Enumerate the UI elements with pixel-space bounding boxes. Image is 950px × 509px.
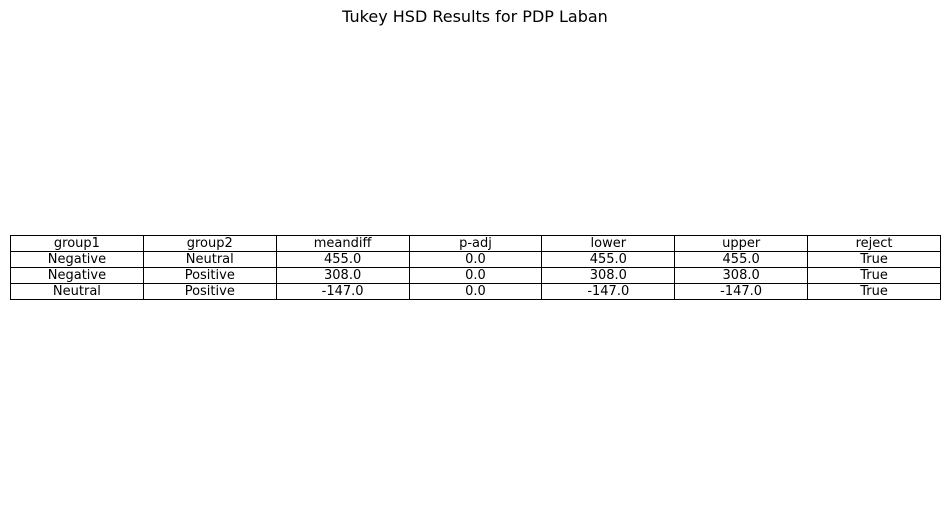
table-cell: Neutral — [10, 283, 144, 300]
header-row: group1 group2 meandiff p-adj lower upper rejec… — [10, 235, 941, 252]
table-cell: 455.0 — [275, 251, 410, 268]
column-header-meandiff: meandiff — [275, 235, 410, 252]
results-table: group1 group2 meandiff p-adj lower upper rejec… — [10, 235, 941, 300]
table-cell: True — [807, 251, 941, 268]
table-cell: Positive — [142, 283, 277, 300]
column-header-reject: reject — [807, 235, 941, 252]
table-cell: Neutral — [142, 251, 277, 268]
table-cell: 308.0 — [674, 267, 809, 284]
table-cell: 308.0 — [541, 267, 676, 284]
table-body: group1 group2 meandiff p-adj lower upper rejec… — [10, 235, 941, 300]
table-cell: -147.0 — [275, 283, 410, 300]
column-header-lower: lower — [541, 235, 676, 252]
table-cell: -147.0 — [674, 283, 809, 300]
table-cell: 0.0 — [408, 267, 543, 284]
table-cell: Positive — [142, 267, 277, 284]
table-cell: 455.0 — [674, 251, 809, 268]
table-row: Neutral Positive -147.0 0.0 -147.0 -147.0 True — [10, 283, 941, 300]
column-header-p-adj: p-adj — [408, 235, 543, 252]
column-header-upper: upper — [674, 235, 809, 252]
column-header-group1: group1 — [10, 235, 144, 252]
table-cell: True — [807, 267, 941, 284]
table-cell: 308.0 — [275, 267, 410, 284]
table-row: Negative Positive 308.0 0.0 308.0 308.0 True — [10, 267, 941, 284]
table-cell: Negative — [10, 251, 144, 268]
table-cell: 0.0 — [408, 283, 543, 300]
column-header-group2: group2 — [142, 235, 277, 252]
table-cell: -147.0 — [541, 283, 676, 300]
table-cell: 0.0 — [408, 251, 543, 268]
table-row: Negative Neutral 455.0 0.0 455.0 455.0 True — [10, 251, 941, 268]
chart-title: Tukey HSD Results for PDP Laban — [342, 7, 608, 26]
table-cell: Negative — [10, 267, 144, 284]
table-cell: True — [807, 283, 941, 300]
table-cell: 455.0 — [541, 251, 676, 268]
